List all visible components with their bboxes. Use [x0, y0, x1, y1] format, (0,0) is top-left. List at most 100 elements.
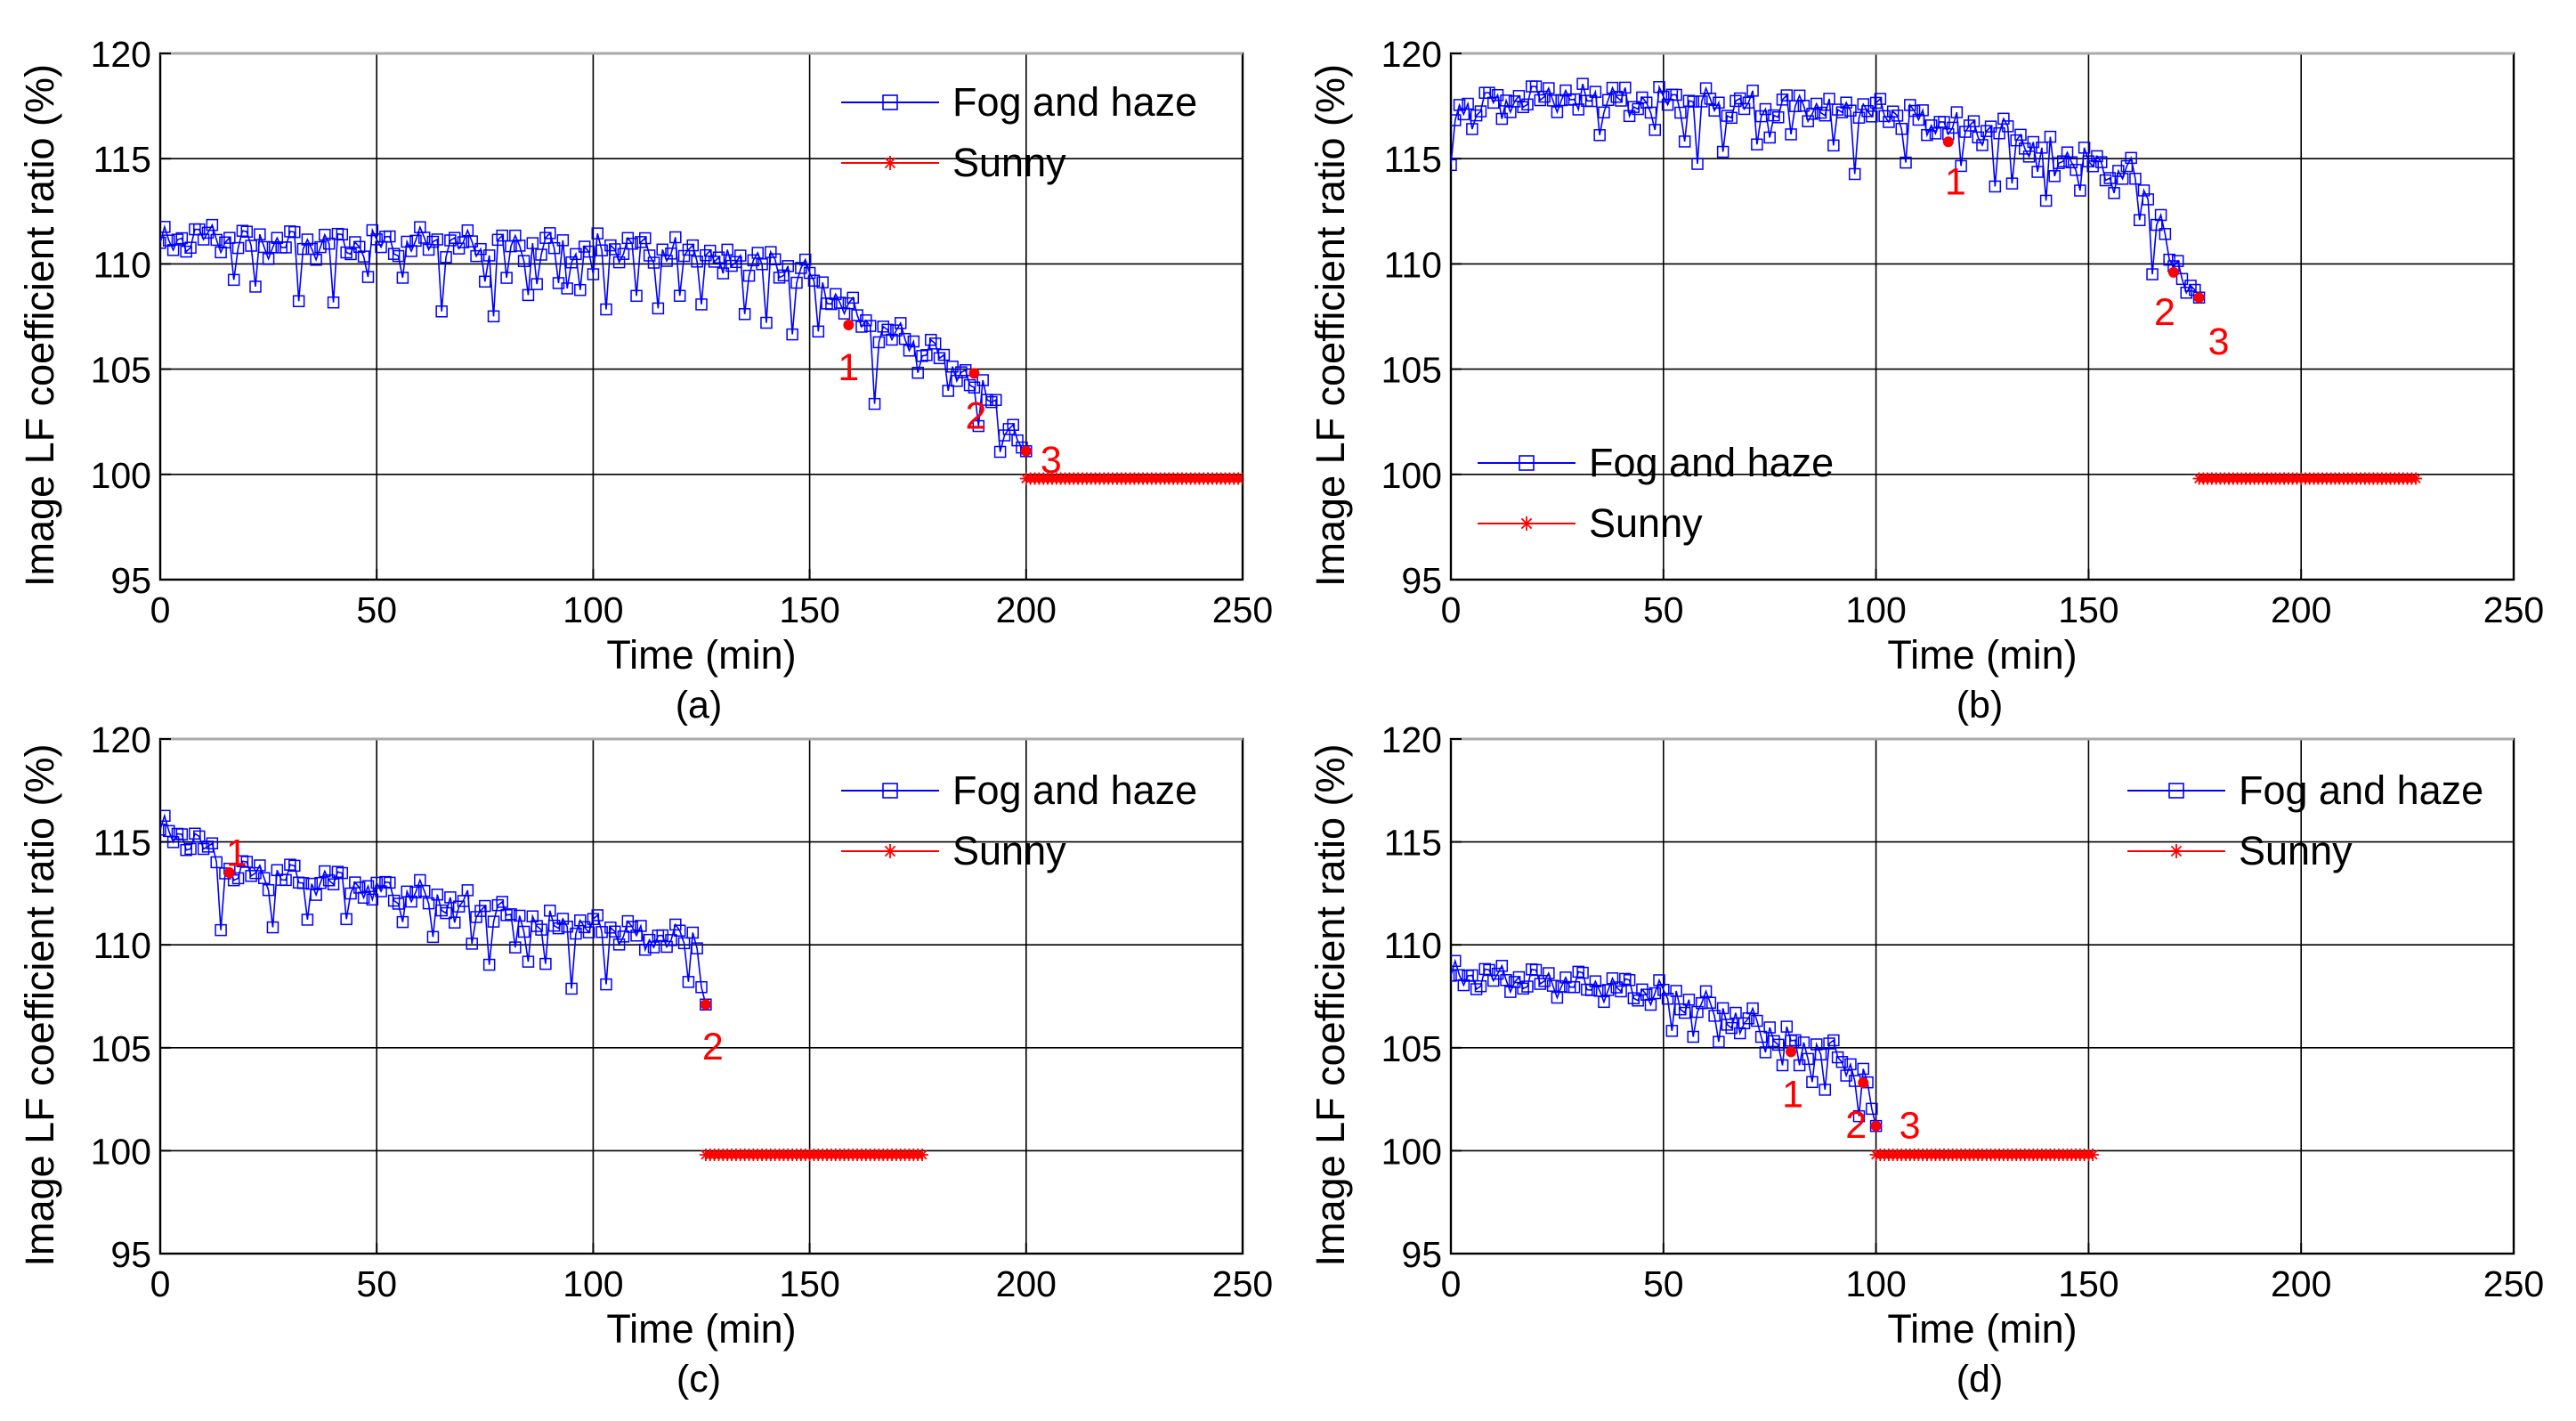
fog-haze-point — [2053, 157, 2065, 169]
fog-haze-point — [847, 291, 859, 304]
fog-haze-point — [1772, 1038, 1785, 1052]
fog-haze-point — [1814, 1048, 1827, 1061]
fog-haze-point — [175, 231, 189, 245]
fog-haze-point — [344, 248, 357, 261]
y-tick-label: 120 — [91, 34, 151, 75]
fog-haze-point — [482, 249, 496, 262]
fog-haze-point — [626, 237, 638, 250]
fog-haze-point — [1866, 110, 1878, 123]
fog-haze-point — [370, 876, 383, 889]
fog-haze-point — [1742, 96, 1755, 110]
fog-haze-point — [2146, 268, 2159, 280]
fog-haze-point — [1874, 93, 1887, 105]
fog-haze-point — [730, 256, 742, 269]
fog-haze-point — [1704, 93, 1717, 105]
fog-haze-point — [160, 823, 166, 836]
fog-haze-point — [392, 249, 405, 263]
annotation-label: 3 — [2208, 321, 2230, 363]
fog-haze-point — [1814, 106, 1827, 119]
annotation-marker — [1786, 1046, 1797, 1058]
y-tick-label: 95 — [1401, 560, 1442, 601]
panel-label: (d) — [1956, 1358, 2004, 1401]
y-tick-label: 105 — [1381, 1028, 1442, 1069]
fog-haze-point — [617, 930, 630, 943]
fog-haze-point — [1691, 158, 1704, 170]
fog-haze-point — [1589, 85, 1602, 98]
fog-haze-point — [479, 899, 491, 913]
fog-haze-point — [522, 955, 535, 968]
fog-haze-point — [2108, 187, 2120, 199]
fog-haze-point — [197, 233, 210, 246]
fog-haze-point — [184, 842, 197, 856]
fog-haze-point — [500, 272, 513, 284]
x-tick-label: 250 — [2483, 589, 2544, 630]
fog-haze-point — [310, 889, 322, 901]
fog-haze-point — [635, 920, 647, 932]
fog-haze-point — [747, 254, 760, 267]
fog-haze-point — [2044, 130, 2057, 143]
fog-haze-point — [236, 224, 249, 237]
fog-haze-point — [1869, 96, 1883, 110]
fog-haze-point — [773, 272, 786, 284]
fog-haze-point — [444, 234, 457, 247]
annotation-label: 1 — [838, 346, 859, 389]
x-tick-label: 250 — [1212, 1263, 1273, 1304]
fog-haze-point — [898, 332, 911, 345]
fog-haze-point — [1615, 94, 1627, 107]
legend-sunny-label: Sunny — [2239, 828, 2353, 873]
fog-haze-point — [617, 248, 630, 260]
fog-haze-point — [535, 923, 547, 936]
fog-haze-point — [2014, 128, 2027, 142]
y-tick-label: 100 — [1381, 455, 1442, 496]
annotation-marker — [2167, 266, 2179, 278]
fog-haze-point — [925, 333, 937, 346]
fog-haze-point — [1751, 1014, 1763, 1027]
fog-haze-point — [2116, 173, 2129, 185]
fog-haze-point — [1555, 93, 1567, 107]
fog-haze-point — [171, 233, 184, 246]
fog-haze-point — [366, 223, 379, 237]
fog-haze-point — [162, 234, 175, 247]
fog-haze-point — [695, 980, 708, 994]
fog-haze-point — [635, 236, 647, 248]
fog-haze-point — [937, 348, 951, 361]
fog-haze-point — [1682, 994, 1696, 1006]
fog-haze-point — [1619, 81, 1632, 94]
fog-haze-point — [526, 237, 539, 249]
fog-haze-point — [384, 876, 396, 889]
fog-haze-point — [435, 305, 448, 318]
legend-fog-label: Fog and haze — [2239, 767, 2483, 813]
fog-haze-point — [1687, 1030, 1699, 1043]
fog-haze-point — [487, 310, 500, 323]
annotation-label: 3 — [1900, 1105, 1921, 1148]
fog-haze-point — [240, 225, 254, 238]
fog-haze-point — [643, 933, 656, 946]
fog-haze-point — [1606, 81, 1619, 94]
y-tick-label: 95 — [110, 560, 151, 601]
fog-haze-point — [1648, 987, 1661, 1000]
fog-haze-point — [449, 916, 461, 929]
fog-haze-point — [262, 883, 275, 897]
fog-haze-point — [1512, 970, 1526, 984]
y-tick-label: 105 — [1381, 350, 1442, 391]
fog-haze-point — [435, 904, 448, 917]
fog-haze-point — [1716, 1002, 1729, 1015]
fog-haze-point — [574, 914, 587, 927]
fog-haze-point — [2159, 228, 2172, 240]
fog-haze-point — [1478, 962, 1491, 976]
fog-haze-point — [604, 239, 617, 252]
fog-haze-point — [647, 941, 660, 954]
y-tick-label: 110 — [1384, 244, 1442, 285]
fog-haze-point — [972, 419, 985, 433]
fog-haze-point — [725, 259, 738, 272]
fog-haze-point — [998, 429, 1011, 442]
fog-haze-point — [1754, 1030, 1768, 1043]
fog-haze-point — [405, 895, 417, 908]
fog-haze-point — [1451, 970, 1457, 982]
annotation-marker — [1942, 136, 1954, 148]
fog-haze-point — [284, 225, 296, 238]
fog-haze-point — [2099, 174, 2112, 187]
fog-haze-point — [206, 837, 219, 849]
legend: Fog and haze Sunny — [1478, 440, 1834, 546]
